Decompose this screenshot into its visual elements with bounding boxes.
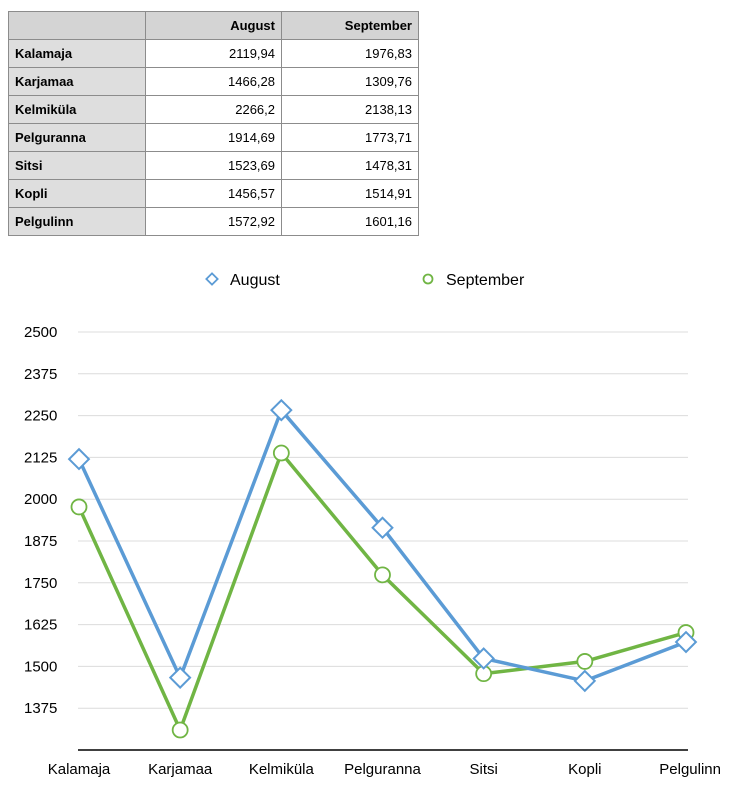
y-tick-label: 2375 [24, 366, 57, 383]
row-label: Sitsi [8, 151, 146, 180]
series-september [70, 444, 695, 739]
column-header-august: August [145, 11, 282, 40]
table-header-row: August September [8, 11, 419, 40]
y-tick-label: 1625 [24, 617, 57, 634]
row-label: Kalamaja [8, 39, 146, 68]
chart-legend: August September [205, 272, 525, 289]
cell-august: 1914,69 [145, 123, 282, 152]
legend-marker [205, 272, 219, 286]
y-tick-label: 1500 [24, 658, 57, 675]
chart-series [67, 398, 698, 739]
y-tick-label: 2000 [24, 491, 57, 508]
row-label: Kelmiküla [8, 95, 146, 124]
y-tick-label: 2500 [24, 324, 57, 341]
cell-september: 1309,76 [281, 67, 419, 96]
x-tick-label: Kopli [568, 761, 601, 778]
data-point [67, 447, 91, 471]
x-tick-label: Pelguranna [344, 761, 421, 778]
y-tick-label: 1750 [24, 575, 57, 592]
y-tick-label: 2250 [24, 408, 57, 425]
cell-august: 2119,94 [145, 39, 282, 68]
y-tick-label: 2125 [24, 449, 57, 466]
table-row: Kelmiküla 2266,2 2138,13 [8, 95, 419, 124]
table-row: Kalamaja 2119,94 1976,83 [8, 39, 419, 68]
data-point [171, 721, 189, 739]
series-line [77, 451, 687, 732]
data-point [168, 666, 192, 689]
x-axis-tick-labels: Kalamaja Karjamaa Kelmiküla Pelguranna Sitsi… [48, 761, 721, 778]
table-corner-cell [8, 11, 146, 40]
x-tick-label: Kalamaja [48, 761, 111, 778]
y-tick-label: 1375 [24, 700, 57, 717]
cell-september: 2138,13 [281, 95, 419, 124]
row-label: Pelguranna [8, 123, 146, 152]
data-point [272, 444, 290, 462]
column-header-september: September [281, 11, 419, 40]
table-row: Kopli 1456,57 1514,91 [8, 179, 419, 208]
x-tick-label: Sitsi [469, 761, 497, 778]
data-table: August September Kalamaja 2119,94 1976,8… [8, 11, 419, 236]
table-row: Pelguranna 1914,69 1773,71 [8, 123, 419, 152]
x-tick-label: Karjamaa [148, 761, 213, 778]
legend-label: September [446, 272, 525, 289]
legend-label: August [230, 272, 280, 289]
data-point [674, 630, 698, 654]
data-point [374, 566, 391, 584]
chart-gridlines [78, 331, 688, 709]
data-point [270, 398, 293, 422]
data-point [573, 669, 597, 693]
cell-september: 1601,16 [281, 207, 419, 236]
cell-september: 1773,71 [281, 123, 419, 152]
series-line [77, 408, 687, 683]
cell-august: 1572,92 [145, 207, 282, 236]
cell-september: 1478,31 [281, 151, 419, 180]
data-point [70, 498, 88, 516]
line-chart: August September 1375 1500 1625 1750 1875 2000… [24, 272, 721, 778]
data-point [371, 516, 394, 540]
series-august [67, 398, 698, 693]
row-label: Pelgulinn [8, 207, 146, 236]
cell-august: 2266,2 [145, 95, 282, 124]
legend-marker [422, 273, 434, 285]
row-label: Karjamaa [8, 67, 146, 96]
data-point [576, 653, 594, 670]
y-tick-label: 1875 [24, 533, 57, 550]
x-tick-label: Pelgulinn [659, 761, 721, 778]
x-tick-label: Kelmiküla [249, 761, 315, 778]
cell-august: 1466,28 [145, 67, 282, 96]
table-row: Karjamaa 1466,28 1309,76 [8, 67, 419, 96]
cell-august: 1523,69 [145, 151, 282, 180]
table-row: Pelgulinn 1572,92 1601,16 [8, 207, 419, 236]
cell-september: 1514,91 [281, 179, 419, 208]
cell-september: 1976,83 [281, 39, 419, 68]
data-point [472, 647, 495, 670]
y-axis-tick-labels: 1375 1500 1625 1750 1875 2000 2125 2250 2375 2500 [24, 324, 57, 717]
row-label: Kopli [8, 179, 146, 208]
cell-august: 1456,57 [145, 179, 282, 208]
table-row: Sitsi 1523,69 1478,31 [8, 151, 419, 180]
